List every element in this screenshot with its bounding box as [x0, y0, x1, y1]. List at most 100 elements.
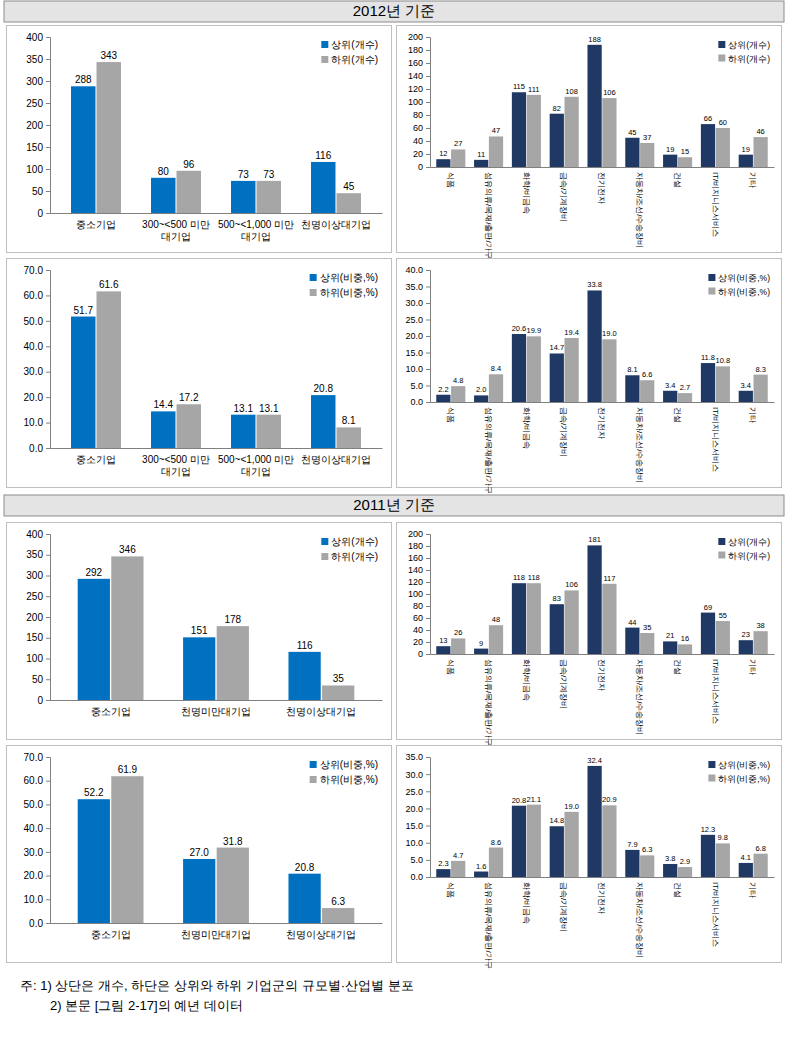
x-tick: 화학/비금속 [522, 877, 531, 924]
x-tick: 전기전자 [597, 167, 606, 204]
x-tick-label: IT/비지니스서비스 [711, 882, 720, 947]
legend-swatch [708, 288, 715, 295]
x-tick: 중소기업 [91, 923, 131, 940]
bar [663, 391, 677, 402]
x-tick-label: 화학/비금속 [522, 659, 531, 701]
y-tick: 25.0 [405, 787, 430, 797]
x-axis: 식품섬유의류/목재/출판/가구화학/비금속금속/기계장비전기전자자동차/조선/수… [431, 402, 775, 494]
section-header: 2012년 기준 [4, 1, 784, 22]
data-label: 19 [666, 145, 674, 154]
y-tick-label: 50 [32, 674, 44, 685]
bar [151, 411, 175, 448]
bar [754, 375, 768, 402]
data-label: 31.8 [223, 836, 243, 847]
data-label: 14.4 [154, 399, 174, 410]
x-tick-label: 화학/비금속 [522, 172, 531, 214]
y-tick-mark [426, 386, 430, 387]
y-tick-mark [426, 154, 430, 155]
x-axis-line [51, 700, 383, 701]
header-text: 2012년 기준 [353, 2, 436, 19]
bar [602, 98, 616, 167]
legend-item: 상위(비중,%) [708, 760, 770, 770]
legend-label: 하위(비중,%) [718, 774, 770, 784]
legend-swatch [718, 538, 725, 545]
x-tick: IT/비지니스서비스 [711, 654, 720, 724]
y-tick-mark [426, 369, 430, 370]
legend-swatch [310, 776, 317, 783]
y-tick-mark [46, 372, 50, 373]
data-label: 51.7 [74, 305, 94, 316]
chart-panel: 050100150200250300350400중소기업천명미만대기업천명이상대… [7, 523, 392, 740]
x-tick: 300~<500 미만대기업 [142, 448, 210, 477]
y-tick-mark [426, 270, 430, 271]
bars [436, 290, 767, 402]
y-tick-label: 20.0 [24, 870, 44, 881]
legend-swatch [321, 538, 328, 545]
data-label: 11 [477, 150, 485, 159]
data-label: 44 [628, 618, 636, 627]
x-tick: 중소기업 [91, 700, 131, 717]
x-tick: 자동차/조선/수송장비 [635, 654, 644, 735]
y-tick-label: 180 [408, 45, 423, 55]
y-tick: 25.0 [405, 315, 430, 325]
y-tick-label: 80 [413, 110, 423, 120]
x-tick-label: 식품 [446, 659, 455, 675]
note: 주: 1) 상단은 개수, 하단은 상위와 하위 기업군의 규모별·산업별 분포 [20, 978, 414, 993]
legend-item: 하위(비중,%) [708, 287, 770, 297]
bar [322, 908, 354, 923]
y-tick: 10.0 [24, 894, 50, 905]
x-tick-label: 천명이상대기업 [301, 219, 371, 230]
bar [451, 386, 465, 402]
legend: 상위(개수)하위(개수) [718, 40, 770, 64]
y-tick-mark [426, 570, 430, 571]
y-tick-label: 350 [26, 549, 43, 560]
legend-swatch [321, 56, 328, 63]
bar [602, 805, 616, 877]
y-tick: 30.0 [405, 770, 430, 780]
bar [678, 644, 692, 654]
data-label: 48 [492, 615, 500, 624]
y-tick-mark [46, 757, 50, 758]
y-tick-mark [46, 679, 50, 680]
x-tick: 500~<1,000 미만대기업 [218, 213, 294, 242]
x-tick: 자동차/조선/수송장비 [635, 877, 644, 958]
y-tick: 150 [26, 632, 50, 643]
y-axis: 0.010.020.030.040.050.060.070.0 [24, 752, 51, 929]
x-tick-label: 금속/기계장비 [559, 172, 568, 222]
y-tick-label: 40.0 [24, 823, 44, 834]
y-tick: 0.0 [29, 443, 50, 454]
bar [257, 181, 281, 213]
data-label: 116 [297, 640, 313, 651]
y-tick-label: 50.0 [24, 316, 44, 327]
data-label: 6.3 [331, 896, 345, 907]
y-tick-label: 200 [408, 529, 423, 539]
x-tick: 자동차/조선/수송장비 [635, 167, 644, 248]
y-tick: 10.0 [405, 364, 430, 374]
y-tick-mark [46, 804, 50, 805]
y-tick-label: 40 [413, 625, 423, 635]
y-tick-label: 120 [408, 577, 423, 587]
x-axis: 식품섬유의류/목재/출판/가구화학/비금속금속/기계장비전기전자자동차/조선/수… [431, 877, 775, 969]
data-label: 2.0 [476, 385, 486, 394]
x-axis-line [431, 877, 775, 878]
x-tick-label: 화학/비금속 [522, 407, 531, 449]
panel-frame [397, 523, 782, 740]
y-tick: 0 [418, 649, 430, 659]
bar [231, 415, 255, 448]
bar [754, 137, 768, 167]
y-tick-label: 150 [26, 632, 43, 643]
x-tick-label: 자동차/조선/수송장비 [635, 407, 644, 483]
x-tick-label: 중소기업 [76, 219, 116, 230]
y-tick-label: 0.0 [29, 918, 43, 929]
y-tick-mark [46, 899, 50, 900]
data-labels: 52.227.020.861.931.86.3 [84, 764, 345, 907]
x-tick-label: 천명미만대기업 [181, 706, 251, 717]
y-tick-mark [46, 534, 50, 535]
y-tick-label: 200 [26, 120, 43, 131]
x-tick: IT/비지니스서비스 [711, 402, 720, 472]
plot-area: 050100150200250300350400중소기업300~<500 미만대… [26, 32, 382, 242]
y-tick-mark [426, 167, 430, 168]
data-labels: 2.22.020.614.733.88.13.411.83.44.88.419.… [438, 280, 766, 394]
y-tick-mark [426, 89, 430, 90]
x-tick-label: 기타 [748, 882, 757, 898]
